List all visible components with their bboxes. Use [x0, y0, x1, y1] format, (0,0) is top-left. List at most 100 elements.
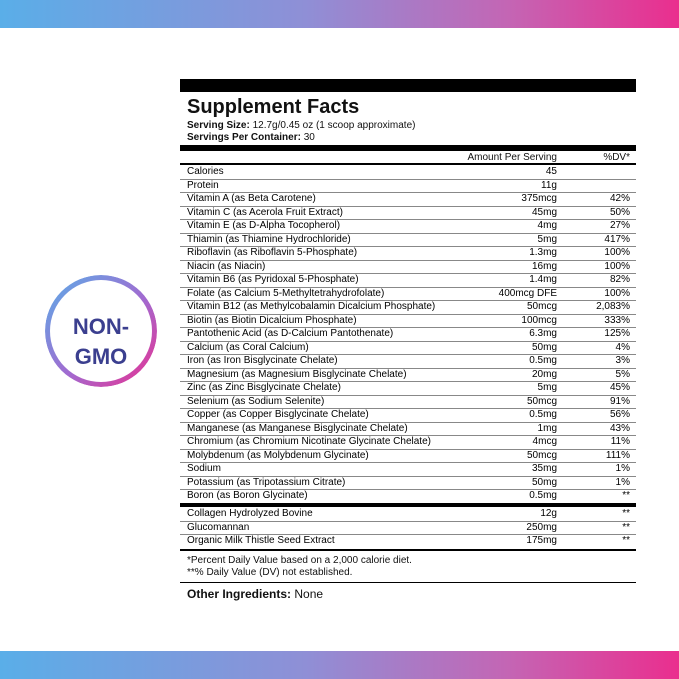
table-row: Magnesium (as Magnesium Bisglycinate Che… — [180, 368, 636, 382]
amount: 45 — [545, 166, 557, 177]
amount: 16mg — [531, 260, 557, 272]
nutrient-name: Molybdenum (as Molybdenum Glycinate) — [187, 449, 369, 461]
daily-value: 417% — [604, 233, 630, 245]
table-row: Biotin (as Biotin Dicalcium Phosphate) 10… — [180, 314, 636, 328]
amount: 50mg — [531, 476, 557, 488]
nutrient-name: Vitamin B12 (as Methylcobalamin Dicalciu… — [187, 301, 436, 312]
table-row: Collagen Hydrolyzed Bovine 12g ** — [180, 507, 636, 522]
daily-value: 100% — [604, 247, 630, 258]
table-row: Vitamin B12 (as Methylcobalamin Dicalciu… — [180, 300, 636, 315]
nutrient-name: Folate (as Calcium 5-Methyltetrahydrofol… — [187, 287, 385, 299]
daily-value: 5% — [615, 368, 630, 380]
table-row: Thiamin (as Thiamine Hydrochloride) 5mg 41… — [180, 233, 636, 247]
table-row: Potassium (as Tripotassium Citrate) 50mg 1… — [180, 476, 636, 490]
value: 12.7g/0.45 oz (1 scoop approximate) — [252, 120, 416, 131]
nutrient-name: Vitamin E (as D-Alpha Tocopherol) — [187, 220, 341, 231]
table-row: Boron (as Boron Glycinate) 0.5mg ** — [180, 489, 636, 503]
top-rule — [180, 79, 636, 92]
nutrient-name: Zinc (as Zinc Bisglycinate Chelate) — [187, 382, 341, 393]
amount: 1mg — [537, 422, 557, 434]
nutrient-name: Chromium (as Chromium Nicotinate Glycina… — [187, 436, 431, 447]
nutrient-name: Copper (as Copper Bisglycinate Chelate) — [187, 409, 369, 420]
amount: 45mg — [531, 206, 557, 218]
amount: 400mcg DFE — [498, 287, 557, 299]
amount: 11g — [541, 179, 557, 191]
nutrient-name: Calories — [187, 166, 224, 177]
table-row: Manganese (as Manganese Bisglycinate Che… — [180, 422, 636, 436]
amount: 375mcg — [521, 193, 557, 204]
servings-per-container: Servings Per Container: 30 — [187, 132, 315, 143]
amount: 0.5mg — [529, 490, 557, 501]
table-row: Chromium (as Chromium Nicotinate Glycina… — [180, 435, 636, 450]
table-row: Iron (as Iron Bisglycinate Chelate) 0.5mg… — [180, 354, 636, 369]
nutrient-name: Selenium (as Sodium Selenite) — [187, 395, 325, 407]
amount: 12g — [540, 508, 557, 519]
amount: 250mg — [526, 521, 557, 533]
table-row: Molybdenum (as Molybdenum Glycinate) 50mc… — [180, 449, 636, 463]
amount: 35mg — [531, 463, 557, 474]
amount: 1.4mg — [529, 274, 557, 285]
daily-value: 91% — [609, 395, 630, 407]
nutrient-name: Vitamin A (as Beta Carotene) — [187, 193, 316, 204]
nutrient-name: Iron (as Iron Bisglycinate Chelate) — [187, 355, 338, 366]
amount: 0.5mg — [529, 409, 557, 420]
daily-value: 333% — [604, 314, 630, 326]
nutrient-name: Potassium (as Tripotassium Citrate) — [187, 476, 346, 488]
amount: 5mg — [537, 233, 557, 245]
nutrient-name: Pantothenic Acid (as D-Calcium Pantothen… — [187, 328, 394, 339]
rule — [180, 145, 636, 151]
table-row: Vitamin E (as D-Alpha Tocopherol) 4mg 27% — [180, 219, 636, 234]
rule — [180, 549, 636, 551]
table-row: Protein 11g — [180, 179, 636, 193]
nutrient-name: Glucomannan — [187, 521, 250, 533]
footnote: **% Daily Value (DV) not established. — [187, 567, 353, 578]
daily-value: ** — [622, 521, 630, 533]
label: Serving Size: — [187, 120, 250, 131]
badge-ring — [45, 275, 157, 387]
daily-value: 3% — [615, 355, 630, 366]
amount: 175mg — [526, 535, 557, 546]
table-row: Vitamin A (as Beta Carotene) 375mcg 42% — [180, 192, 636, 207]
daily-value: 11% — [610, 436, 630, 447]
daily-value: 27% — [609, 220, 630, 231]
nutrient-name: Organic Milk Thistle Seed Extract — [187, 535, 335, 546]
nutrient-name: Thiamin (as Thiamine Hydrochloride) — [187, 233, 351, 245]
bottom-gradient — [0, 651, 679, 679]
table-row: Riboflavin (as Riboflavin 5-Phosphate) 1.… — [180, 246, 636, 261]
table-row: Pantothenic Acid (as D-Calcium Pantothen… — [180, 327, 636, 342]
table-row: Calcium (as Coral Calcium) 50mg 4% — [180, 341, 636, 355]
table-row: Niacin (as Niacin) 16mg 100% — [180, 260, 636, 274]
nutrient-name: Vitamin C (as Acerola Fruit Extract) — [187, 206, 343, 218]
daily-value: 45% — [609, 382, 630, 393]
column-header: Amount Per Serving — [467, 152, 558, 163]
amount: 50mcg — [526, 301, 557, 312]
daily-value: 125% — [604, 328, 630, 339]
nutrient-name: Magnesium (as Magnesium Bisglycinate Che… — [187, 368, 407, 380]
daily-value: 1% — [615, 476, 630, 488]
title: Supplement Facts — [187, 96, 360, 118]
column-header: %DV* — [603, 152, 630, 163]
table-row: Organic Milk Thistle Seed Extract 175mg ** — [180, 534, 636, 548]
rule — [180, 503, 636, 507]
nutrient-name: Manganese (as Manganese Bisglycinate Che… — [187, 422, 408, 434]
amount: 50mcg — [526, 395, 557, 407]
table-row: Folate (as Calcium 5-Methyltetrahydrofol… — [180, 287, 636, 301]
label: Other Ingredients: — [187, 587, 292, 601]
table-row: Vitamin C (as Acerola Fruit Extract) 45mg… — [180, 206, 636, 220]
nutrient-name: Niacin (as Niacin) — [187, 260, 266, 272]
daily-value: 4% — [615, 341, 630, 353]
value: 30 — [303, 132, 315, 143]
amount: 0.5mg — [529, 355, 557, 366]
nutrient-name: Collagen Hydrolyzed Bovine — [187, 508, 313, 519]
daily-value: 82% — [609, 274, 630, 285]
label: Servings Per Container: — [187, 132, 301, 143]
badge-text: NON- — [72, 314, 130, 339]
amount: 50mcg — [526, 449, 557, 461]
table-row: Glucomannan 250mg ** — [180, 521, 636, 535]
daily-value: ** — [622, 535, 630, 546]
table-row: Vitamin B6 (as Pyridoxal 5-Phosphate) 1.4… — [180, 273, 636, 288]
table-row: Zinc (as Zinc Bisglycinate Chelate) 5mg 45… — [180, 381, 636, 396]
daily-value: ** — [622, 490, 630, 501]
amount: 4mg — [537, 220, 557, 231]
